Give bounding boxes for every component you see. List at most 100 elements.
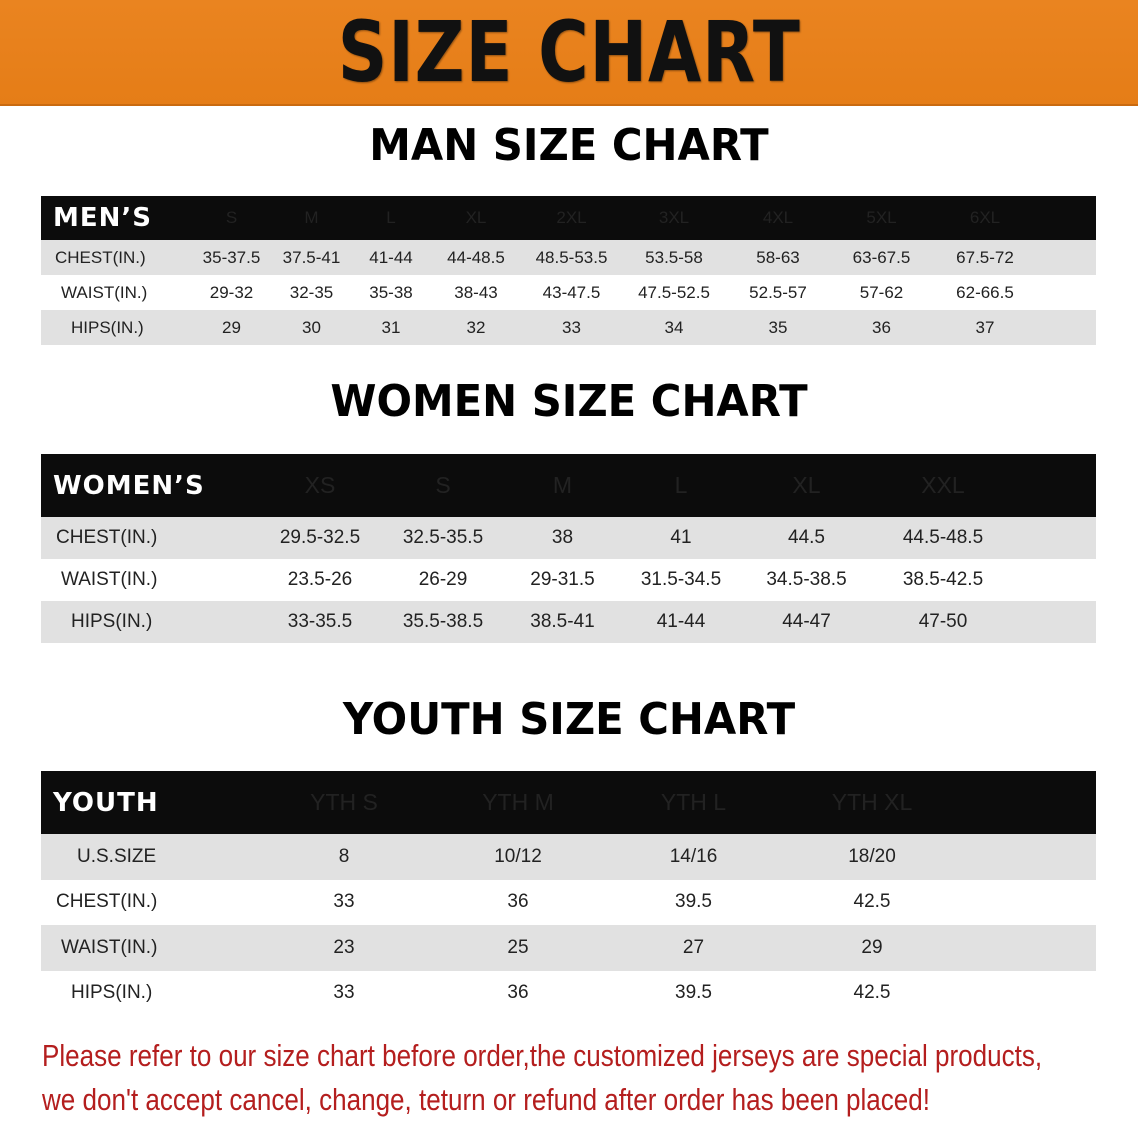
table-cell: 30 xyxy=(302,317,321,337)
table-cell: 48.5-53.5 xyxy=(535,247,608,267)
table-cell: 31.5-34.5 xyxy=(640,569,722,590)
table-cell: 32-35 xyxy=(289,282,334,302)
table-cell: 31 xyxy=(381,317,401,337)
table-cell: 44.5-48.5 xyxy=(902,527,984,548)
youth-header-label: YOUTH xyxy=(53,787,159,818)
table-cell: 44-48.5 xyxy=(447,247,505,267)
row-label: CHEST(IN.) xyxy=(56,527,158,548)
table-cell: 35-37.5 xyxy=(202,247,261,267)
table-cell: 39.5 xyxy=(675,982,712,1004)
table-cell: 29-32 xyxy=(209,282,254,302)
size-header-4xl: 4XL xyxy=(762,208,794,227)
size-header-l: L xyxy=(386,208,396,227)
size-header-s: S xyxy=(435,472,451,498)
row-label: WAIST(IN.) xyxy=(61,936,158,958)
row-label: HIPS(IN.) xyxy=(71,982,153,1004)
men-header-label: MEN’S xyxy=(53,203,152,233)
table-cell: 33-35.5 xyxy=(287,611,353,632)
table-cell: 36 xyxy=(507,982,529,1004)
table-row: CHEST(IN.) 33 36 39.5 42.5 xyxy=(41,879,1096,925)
youth-size-table: YOUTH YTH S YTH M YTH L YTH XL U.S.SIZE 8 10/12… xyxy=(41,771,1096,1016)
size-header-yth-s: YTH S xyxy=(310,789,378,815)
size-header-yth-m: YTH M xyxy=(482,789,554,815)
table-cell: 62-66.5 xyxy=(956,282,1014,302)
table-cell: 27 xyxy=(682,936,705,958)
size-header-yth-xl: YTH XL xyxy=(831,789,913,815)
women-section-title: WOMEN SIZE CHART xyxy=(330,376,808,427)
women-size-table: WOMEN’S XS S M L XL XXL CHEST(IN.) 29.5-32.5 32.5… xyxy=(41,454,1096,643)
table-row: WAIST(IN.) 23.5-26 26-29 29-31.5 31.5-34.5 34… xyxy=(41,559,1096,601)
table-cell: 44-47 xyxy=(782,611,831,632)
table-cell: 29-31.5 xyxy=(530,569,595,590)
table-cell: 33 xyxy=(333,891,355,913)
men-section-title: MAN SIZE CHART xyxy=(369,120,769,171)
table-cell: 38.5-42.5 xyxy=(902,569,984,590)
table-row: HIPS(IN.) 33-35.5 35.5-38.5 38.5-41 41-44 44-… xyxy=(41,601,1096,643)
table-cell: 36 xyxy=(507,891,529,913)
size-header-l: L xyxy=(674,472,688,498)
table-cell: 63-67.5 xyxy=(852,247,911,267)
table-cell: 25 xyxy=(507,936,529,958)
row-label: HIPS(IN.) xyxy=(71,611,153,632)
table-cell: 38.5-41 xyxy=(530,611,595,632)
table-cell: 29 xyxy=(861,936,883,958)
banner-title: SIZE CHART xyxy=(337,3,801,101)
table-cell: 47.5-52.5 xyxy=(638,282,710,302)
table-row: U.S.SIZE 8 10/12 14/16 18/20 xyxy=(41,834,1096,880)
table-cell: 37 xyxy=(975,317,995,337)
table-cell: 33 xyxy=(562,317,581,337)
table-cell: 44.5 xyxy=(788,527,825,548)
row-label: CHEST(IN.) xyxy=(55,247,146,267)
size-header-yth-l: YTH L xyxy=(660,789,727,815)
row-label: HIPS(IN.) xyxy=(71,317,144,337)
table-row: CHEST(IN.) 29.5-32.5 32.5-35.5 38 41 44.5 44.5… xyxy=(41,517,1096,559)
size-header-s: S xyxy=(225,208,238,227)
size-header-xl: XL xyxy=(465,208,487,227)
table-cell: 14/16 xyxy=(669,845,718,867)
row-label: WAIST(IN.) xyxy=(61,282,148,302)
table-row: CHEST(IN.) 35-37.5 37.5-41 41-44 44-48.5 48.5… xyxy=(41,240,1096,275)
table-cell: 35-38 xyxy=(369,282,413,302)
notice-line-1: Please refer to our size chart before or… xyxy=(42,1038,1043,1073)
table-row: WAIST(IN.) 29-32 32-35 35-38 38-43 43-47.5 47.… xyxy=(41,275,1096,310)
men-size-table: MEN’S S M L XL 2XL 3XL 4XL 5XL 6XL CHEST(IN.) 35-37… xyxy=(41,196,1096,345)
size-header-m: M xyxy=(304,208,319,227)
table-cell: 53.5-58 xyxy=(645,247,703,267)
size-header-3xl: 3XL xyxy=(658,208,690,227)
size-header-2xl: 2XL xyxy=(556,208,587,227)
table-cell: 52.5-57 xyxy=(749,282,807,302)
table-cell: 58-63 xyxy=(756,247,800,267)
row-label: U.S.SIZE xyxy=(77,845,157,867)
table-cell: 33 xyxy=(333,982,355,1004)
table-cell: 42.5 xyxy=(853,982,891,1004)
table-cell: 26-29 xyxy=(418,569,468,590)
women-header-row: WOMEN’S XS S M L XL XXL xyxy=(41,454,1096,517)
table-cell: 42.5 xyxy=(853,891,891,913)
row-label: CHEST(IN.) xyxy=(56,891,158,913)
table-cell: 39.5 xyxy=(675,891,712,913)
youth-section-title: YOUTH SIZE CHART xyxy=(342,694,796,745)
table-cell: 67.5-72 xyxy=(956,247,1014,267)
table-cell: 35.5-38.5 xyxy=(402,611,484,632)
table-cell: 23 xyxy=(333,936,355,958)
table-cell: 34.5-38.5 xyxy=(766,569,847,590)
size-header-6xl: 6XL xyxy=(969,208,1001,227)
size-header-xl: XL xyxy=(792,472,821,498)
table-cell: 38 xyxy=(551,527,574,548)
table-cell: 29.5-32.5 xyxy=(279,527,361,548)
size-header-xs: XS xyxy=(304,472,336,498)
table-cell: 47-50 xyxy=(918,611,968,632)
table-cell: 43-47.5 xyxy=(542,282,601,302)
table-cell: 36 xyxy=(872,317,891,337)
women-header-label: WOMEN’S xyxy=(53,470,205,501)
size-header-xxl: XXL xyxy=(921,472,965,498)
table-cell: 18/20 xyxy=(848,845,896,867)
size-header-5xl: 5XL xyxy=(866,208,897,227)
table-cell: 41-44 xyxy=(369,247,413,267)
table-cell: 8 xyxy=(338,845,350,867)
youth-header-row: YOUTH YTH S YTH M YTH L YTH XL xyxy=(41,771,1096,834)
men-header-row: MEN’S S M L XL 2XL 3XL 4XL 5XL 6XL xyxy=(41,196,1096,240)
table-cell: 32.5-35.5 xyxy=(402,527,484,548)
table-cell: 23.5-26 xyxy=(287,569,353,590)
size-chart-banner: SIZE CHART xyxy=(0,0,1138,106)
